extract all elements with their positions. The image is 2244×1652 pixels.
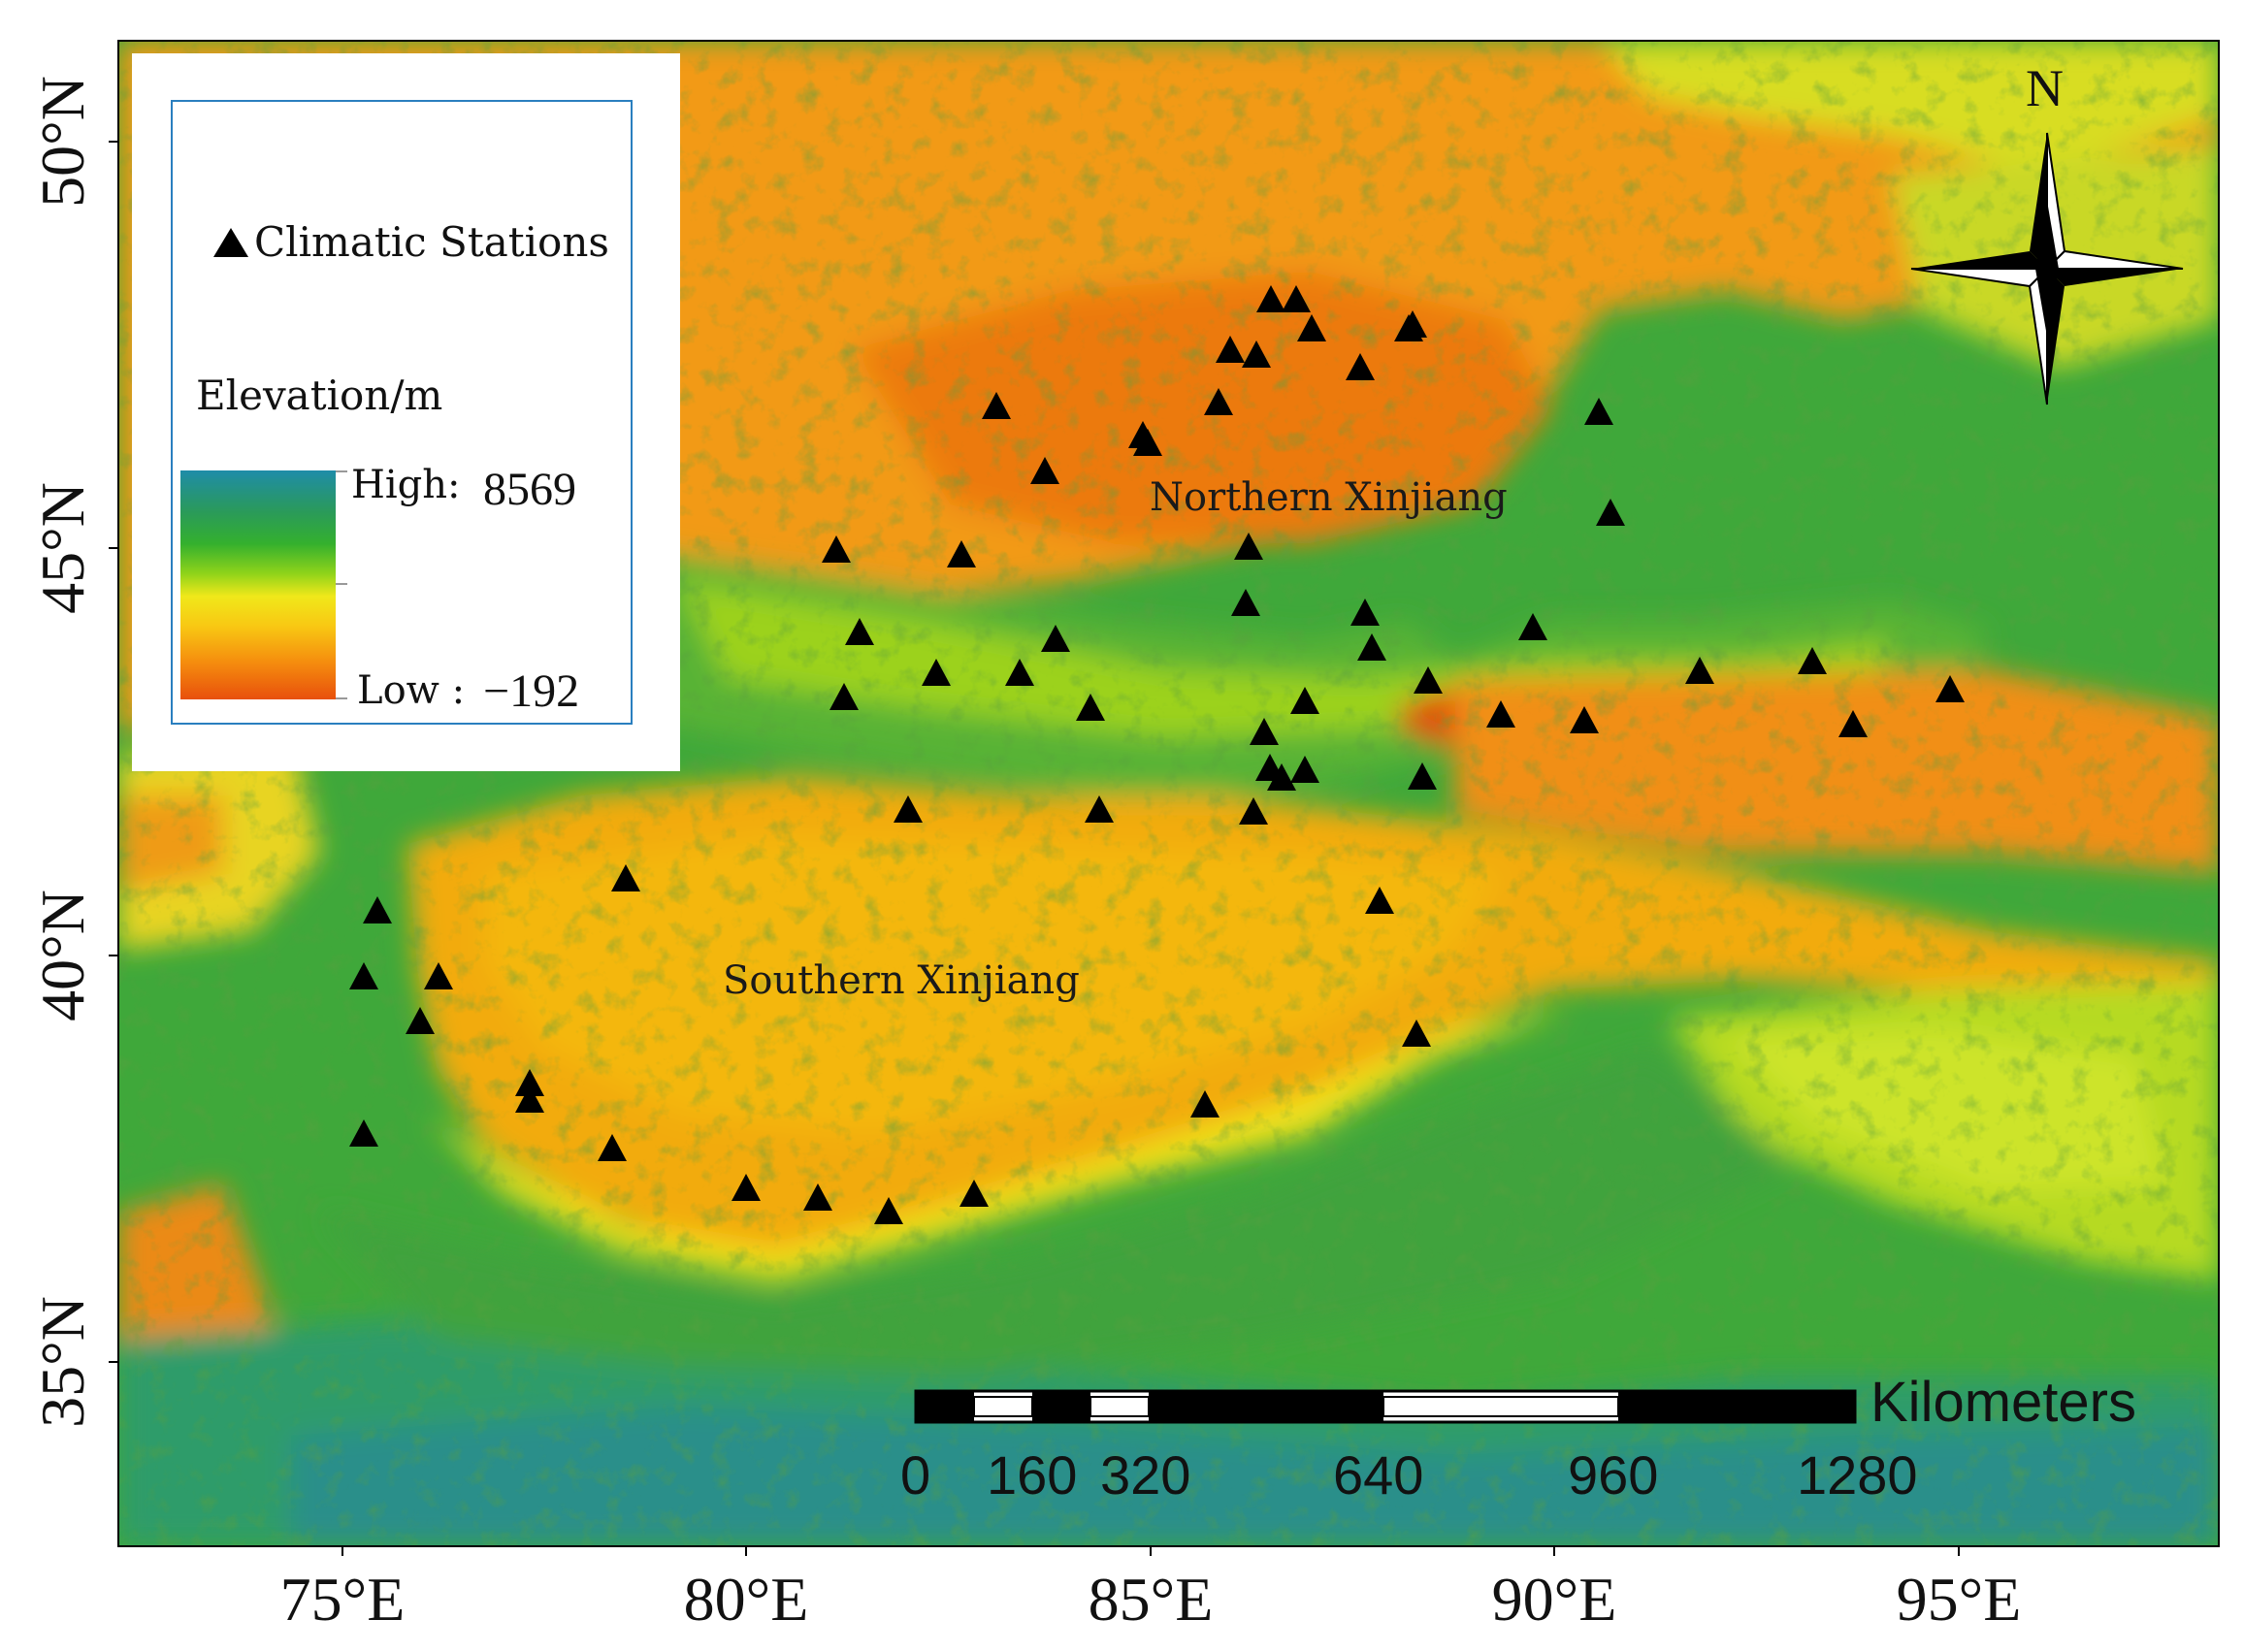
north-arrow-icon [1910,132,2184,405]
legend-low-label: Low : [357,668,466,713]
station-marker [822,535,851,563]
station-marker [1365,887,1394,914]
x-tick-75e: 75°E [279,1565,406,1634]
station-marker [1350,599,1380,626]
y-tick-40n: 40°N [28,890,97,1021]
station-marker [1128,421,1157,448]
station-marker [1216,336,1245,363]
station-marker [959,1180,989,1207]
legend-frame: Climatic Stations Elevation/m High: 8569… [171,100,633,725]
legend-panel: Climatic Stations Elevation/m High: 8569… [132,53,680,771]
triangle-marker-icon [213,228,248,257]
station-marker [1076,694,1105,721]
station-marker [1570,706,1599,733]
station-marker [349,1119,378,1147]
scale-tick-0: 0 [900,1444,931,1506]
station-marker [349,962,378,989]
x-tick-95e: 95°E [1896,1565,2022,1634]
station-marker [1005,659,1034,686]
station-marker [829,683,859,710]
station-marker [874,1197,903,1224]
station-marker [1041,625,1070,652]
station-marker [947,540,976,567]
station-marker [894,795,923,823]
station-marker [1297,314,1326,341]
station-marker [1935,675,1965,702]
elevation-raster [118,41,2219,1546]
station-marker [1414,666,1443,694]
station-marker [803,1183,832,1211]
y-axis-ticks [109,141,118,1363]
ramp-tick-bot [336,697,347,699]
y-tick-35n: 35°N [28,1296,97,1428]
station-marker [1030,457,1059,484]
station-marker [1290,687,1319,714]
station-marker [1402,1020,1431,1047]
station-marker [732,1174,761,1201]
legend-station-label: Climatic Stations [254,218,609,266]
x-tick-85e: 85°E [1088,1565,1214,1634]
station-marker [1234,533,1263,560]
legend-high-value: 8569 [483,464,576,515]
station-marker [1357,633,1386,661]
station-marker [1242,340,1271,368]
x-tick-90e: 90°E [1491,1565,1617,1634]
station-marker [922,659,951,686]
station-marker [363,896,392,923]
scale-tick-320: 320 [1100,1444,1191,1506]
station-marker [1256,285,1285,312]
station-marker [406,1007,435,1034]
scale-tick-160: 160 [987,1444,1078,1506]
station-marker [1486,700,1515,728]
station-marker [1518,613,1547,640]
station-marker [1346,353,1375,380]
y-tick-45n: 45°N [28,482,97,614]
station-marker [1239,797,1268,825]
legend-low-value: −192 [483,665,580,717]
scale-tick-1280: 1280 [1797,1444,1918,1506]
station-marker [1584,398,1613,425]
station-marker [982,392,1011,419]
station-marker [424,962,453,989]
north-label: N [2026,59,2064,117]
station-marker [1190,1090,1220,1118]
region-label-northern: Northern Xinjiang [1150,475,1508,520]
station-marker [1290,756,1319,783]
station-marker [845,618,874,645]
scale-bar [914,1389,1857,1424]
climatic-stations-layer [349,285,1965,1224]
region-label-southern: Southern Xinjiang [723,958,1080,1003]
scale-tick-960: 960 [1568,1444,1659,1506]
scale-tick-640: 640 [1333,1444,1424,1506]
station-marker [1250,718,1279,745]
station-marker [1267,763,1296,791]
station-marker [1798,647,1827,674]
station-marker [611,864,640,891]
station-marker [1204,388,1233,415]
station-marker [1282,285,1311,312]
y-tick-50n: 50°N [28,76,97,208]
x-axis-ticks [341,1546,1960,1556]
station-marker [1394,314,1423,341]
station-marker [1596,499,1625,526]
station-marker [1838,710,1868,737]
station-marker [1231,589,1260,616]
station-marker [515,1085,544,1113]
elevation-color-ramp [180,470,336,699]
ramp-tick-top [336,470,347,472]
station-marker [1085,795,1114,823]
station-marker [1685,657,1714,684]
legend-high-label: High: [351,463,461,507]
ramp-tick-mid [336,583,347,585]
station-marker [598,1134,627,1161]
x-tick-80e: 80°E [683,1565,809,1634]
legend-elevation-title: Elevation/m [196,372,443,419]
station-marker [515,1069,544,1096]
station-marker [1408,762,1437,790]
scale-unit-label: Kilometers [1870,1371,2136,1434]
